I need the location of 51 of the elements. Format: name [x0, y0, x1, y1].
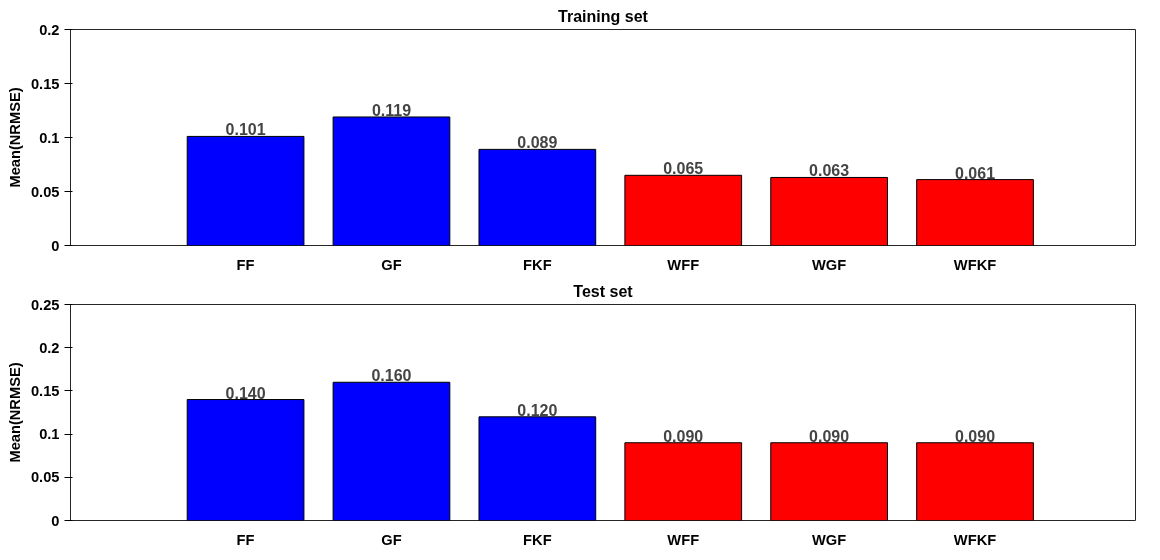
x-tick-label: FF [236, 256, 255, 273]
data-label: 0.090 [809, 427, 850, 445]
bar [332, 116, 451, 246]
data-label: 0.061 [955, 164, 996, 182]
data-label: 0.065 [663, 160, 704, 178]
x-tick-label: WFF [667, 256, 700, 273]
x-tick-label: FF [236, 531, 255, 548]
bar [770, 442, 888, 521]
bar [624, 174, 743, 246]
bar [186, 399, 305, 521]
chart-title: Test set [573, 282, 634, 300]
y-tick-label: 0.15 [30, 382, 60, 399]
y-axis-title: Mean(NRMSE) [6, 362, 23, 463]
y-tick-label: 0.2 [39, 339, 60, 356]
x-tick-label: FKF [523, 256, 552, 273]
bar [186, 135, 305, 246]
bar [624, 442, 743, 521]
y-tick-label: 0.05 [30, 469, 60, 486]
x-tick-label: WGF [812, 531, 847, 548]
data-label: 0.140 [225, 384, 266, 402]
y-axis-title: Mean(NRMSE) [6, 87, 23, 188]
bar [916, 442, 1034, 521]
x-tick-label: GF [381, 256, 402, 273]
bar [478, 148, 597, 246]
bar [478, 416, 597, 521]
x-tick-label: GF [381, 531, 402, 548]
chart-title: Training set [558, 7, 649, 25]
y-tick-label: 0.1 [39, 129, 60, 146]
y-tick-label: 0.25 [30, 296, 60, 313]
y-tick-label: 0 [51, 237, 60, 254]
bar [916, 179, 1034, 246]
y-tick-label: 0.15 [30, 75, 60, 92]
data-label: 0.120 [517, 401, 558, 419]
x-tick-label: WFKF [953, 256, 997, 273]
data-label: 0.063 [809, 162, 850, 180]
y-tick-label: 0.2 [39, 21, 60, 38]
data-label: 0.090 [955, 427, 996, 445]
x-tick-label: WGF [812, 256, 847, 273]
x-tick-label: FKF [523, 531, 552, 548]
y-tick-label: 0.05 [30, 183, 60, 200]
bar [770, 176, 888, 246]
data-label: 0.160 [371, 367, 412, 385]
data-label: 0.119 [371, 101, 412, 119]
y-tick-label: 0.1 [39, 426, 60, 443]
data-label: 0.089 [517, 134, 558, 152]
y-tick-label: 0 [51, 512, 60, 529]
data-label: 0.090 [663, 427, 704, 445]
data-label: 0.101 [225, 121, 266, 139]
x-tick-label: WFKF [953, 531, 997, 548]
x-tick-label: WFF [667, 531, 700, 548]
bar [332, 381, 451, 521]
